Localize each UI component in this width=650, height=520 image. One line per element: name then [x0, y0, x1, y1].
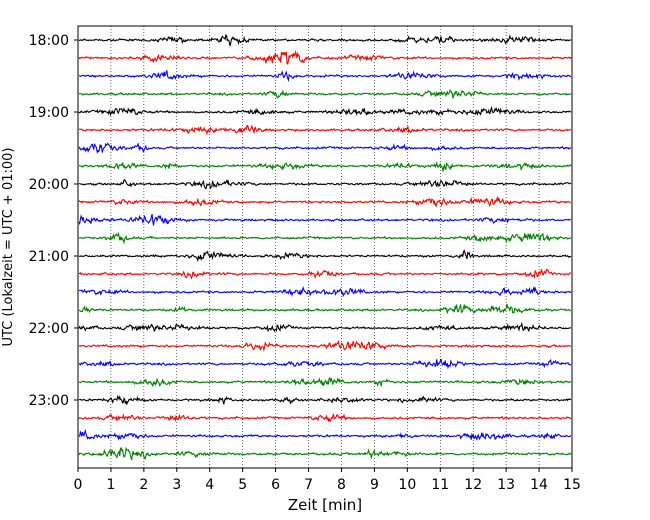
x-axis-label: Zeit [min] [288, 496, 362, 514]
trace-2315 [78, 413, 572, 423]
trace-1915 [78, 124, 572, 136]
trace-1945 [78, 160, 572, 172]
trace-2145 [78, 303, 572, 315]
trace-2200 [78, 321, 572, 333]
x-tick-label: 0 [74, 477, 83, 493]
x-tick-label: 5 [238, 477, 247, 493]
trace-2130 [78, 286, 572, 298]
trace-2345 [78, 446, 572, 461]
x-tick-label: 13 [497, 477, 515, 493]
y-tick-label: 23:00 [29, 393, 69, 409]
x-tick-label: 4 [205, 477, 214, 493]
x-tick-label: 15 [563, 477, 581, 493]
trace-2045 [78, 231, 572, 245]
x-tick-label: 10 [398, 477, 416, 493]
trace-2100 [78, 249, 572, 263]
y-tick-label: 19:00 [29, 105, 69, 121]
x-tick-label: 3 [172, 477, 181, 493]
trace-1930 [78, 142, 572, 155]
trace-1815 [78, 49, 572, 65]
x-axis-ticks: 0 1 2 3 4 5 6 7 8 9 10 11 12 13 14 15 [74, 468, 581, 493]
y-tick-label: 22:00 [29, 321, 69, 337]
trace-1900 [78, 105, 572, 117]
trace-2000 [78, 179, 572, 190]
trace-2300 [78, 394, 572, 405]
y-axis-ticks: 18:00 19:00 20:00 21:00 22:00 23:00 [29, 33, 78, 409]
y-axis-label: UTC (Lokalzeit = UTC + 01:00) [1, 148, 16, 347]
trace-2245 [78, 377, 572, 388]
x-tick-label: 11 [431, 477, 449, 493]
plot-frame [77, 25, 573, 469]
y-tick-label: 18:00 [29, 33, 69, 49]
trace-1830 [78, 69, 572, 83]
y-tick-label: 20:00 [29, 177, 69, 193]
x-tick-label: 9 [370, 477, 379, 493]
trace-2030 [78, 213, 572, 226]
x-tick-label: 14 [530, 477, 548, 493]
seismogram-traces [78, 33, 572, 461]
x-tick-label: 1 [106, 477, 115, 493]
x-tick-label: 7 [304, 477, 313, 493]
x-tick-label: 12 [464, 477, 482, 493]
trace-2230 [78, 358, 572, 370]
trace-1800 [78, 33, 572, 47]
x-tick-label: 6 [271, 477, 280, 493]
trace-2015 [78, 195, 572, 208]
y-tick-label: 21:00 [29, 249, 69, 265]
trace-2215 [78, 339, 572, 352]
x-tick-label: 2 [139, 477, 148, 493]
trace-2115 [78, 268, 572, 280]
x-tick-label: 8 [337, 477, 346, 493]
trace-1845 [78, 89, 572, 99]
trace-2330 [78, 428, 572, 441]
